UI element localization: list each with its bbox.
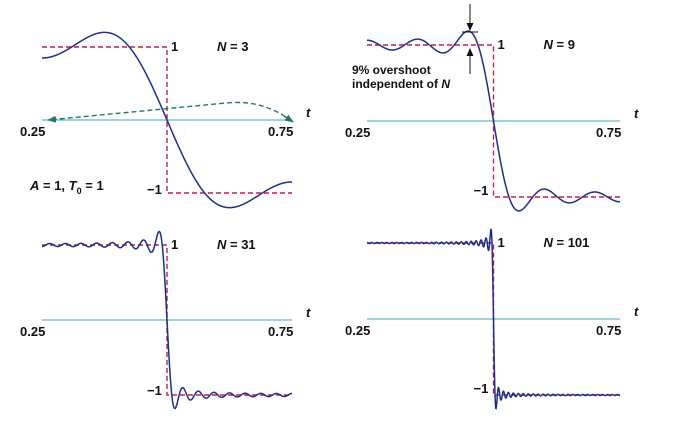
level-high-label: 1 (171, 237, 178, 252)
fourier-approximation-line (367, 30, 620, 212)
level-low-label: −1 (474, 381, 489, 396)
x-axis-label: t (634, 304, 639, 319)
n-label: N = 3 (217, 39, 248, 54)
n-label: N = 101 (544, 235, 590, 250)
level-low-label: −1 (474, 183, 489, 198)
level-high-label: 1 (171, 39, 178, 54)
x-axis-label: t (634, 106, 639, 121)
overshoot-label-line2: independent of N (352, 77, 450, 91)
x-tick-label-right: 0.75 (268, 324, 293, 339)
level-low-label: −1 (147, 182, 162, 197)
shift-arrow-head-right (283, 114, 294, 123)
x-tick-label-left: 0.25 (345, 323, 370, 338)
n-label: N = 9 (544, 37, 575, 52)
x-tick-label-right: 0.75 (596, 323, 621, 338)
level-high-label: 1 (498, 37, 505, 52)
shift-arrow (47, 101, 293, 123)
fourier-approximation-line (42, 31, 292, 209)
fourier-approximation-line (42, 230, 292, 410)
params-label: A = 1, T0 = 1 (29, 178, 104, 196)
fourier-approximation-line (366, 228, 621, 410)
x-tick-label-left: 0.25 (20, 124, 45, 139)
x-axis-label: t (306, 305, 311, 320)
x-tick-label-left: 0.25 (345, 125, 370, 140)
n-label: N = 31 (217, 237, 256, 252)
overshoot-label-line1: 9% overshoot (352, 63, 431, 77)
x-tick-label-right: 0.75 (268, 124, 293, 139)
x-tick-label-left: 0.25 (20, 324, 45, 339)
panel-n3: 0.25 0.75 t 1 −1 N = 3 (20, 31, 311, 209)
level-high-label: 1 (498, 235, 505, 250)
panel-n9: 0.25 0.75 t 1 −1 N = 9 (345, 30, 639, 212)
x-tick-label-right: 0.75 (596, 125, 621, 140)
panel-n31: 0.25 0.75 t 1 −1 N = 31 (20, 230, 311, 410)
x-axis-label: t (306, 105, 311, 120)
panel-n101: 0.25 0.75 t 1 −1 N = 101 (345, 228, 639, 410)
level-low-label: −1 (147, 383, 162, 398)
